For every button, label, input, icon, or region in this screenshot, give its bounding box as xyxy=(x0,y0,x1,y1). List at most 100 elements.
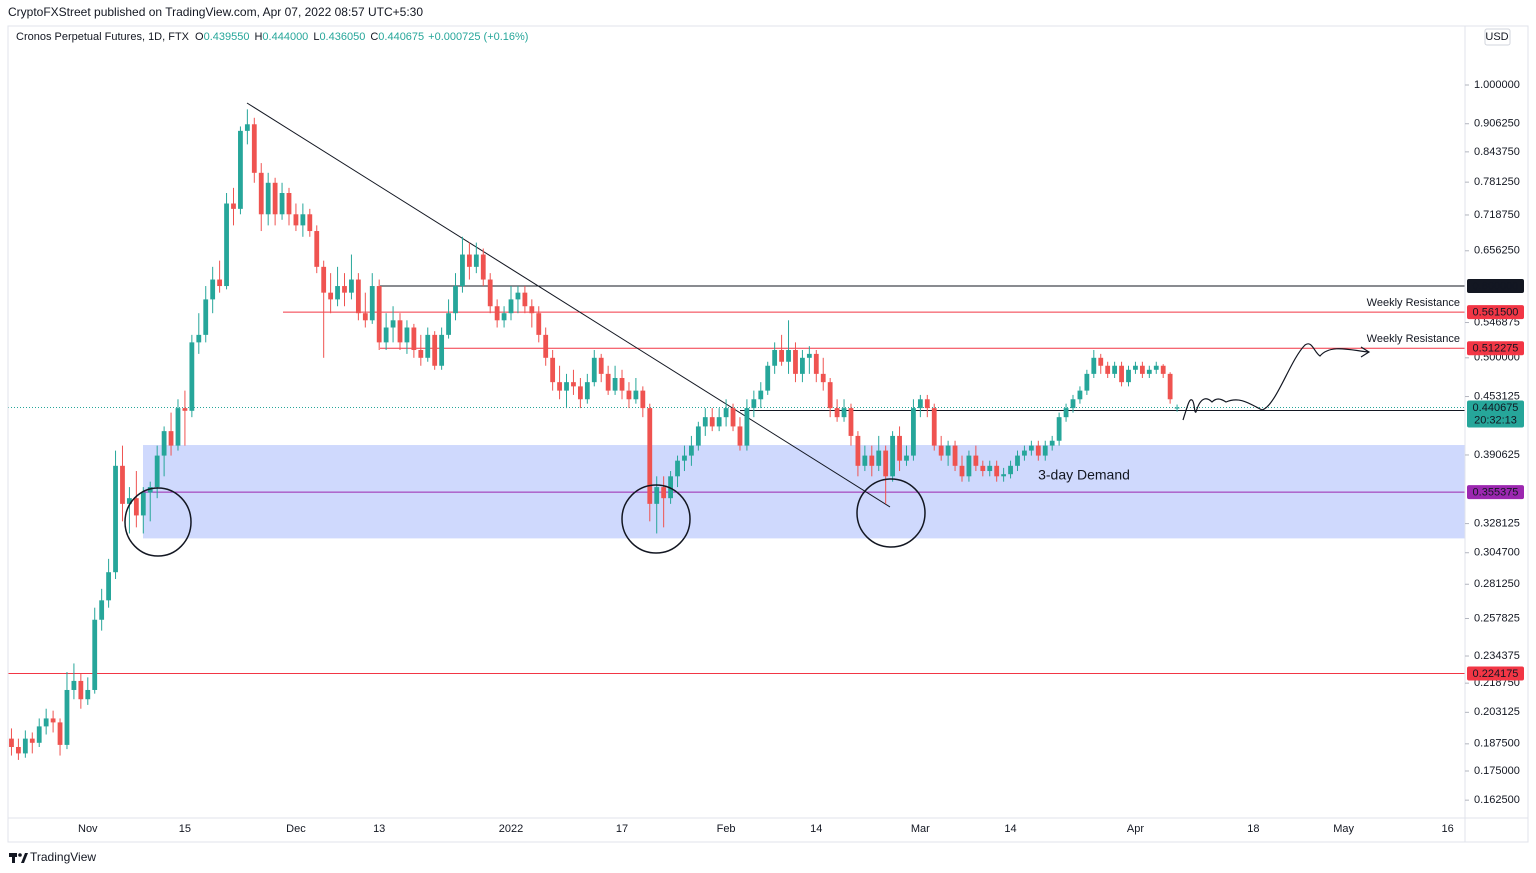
candle-body xyxy=(709,417,715,427)
symbol-title: Cronos Perpetual Futures, 1D, FTX xyxy=(16,31,190,43)
candle-body xyxy=(501,313,507,321)
candle-body xyxy=(1028,445,1034,451)
candle-body xyxy=(834,408,840,418)
candle-body xyxy=(793,350,798,374)
ohlc-key: H xyxy=(254,31,262,43)
candle-body xyxy=(605,373,611,391)
y-tick-label: 0.781250 xyxy=(1474,176,1520,188)
candle-body xyxy=(210,279,216,300)
candle-body xyxy=(1098,357,1104,366)
candle-body xyxy=(931,408,937,446)
candle-body xyxy=(120,465,125,504)
candle-body xyxy=(404,327,410,343)
candle-body xyxy=(1042,445,1048,456)
candle-body xyxy=(487,279,493,307)
candle-body xyxy=(113,465,118,573)
x-tick-label: 13 xyxy=(373,823,385,835)
ohlc-value: 0.440675 xyxy=(378,31,424,43)
candle-body xyxy=(432,334,438,366)
candle-body xyxy=(876,450,882,466)
candle-body xyxy=(952,445,958,466)
candle-body xyxy=(217,279,223,287)
candle-body xyxy=(668,476,673,499)
candle-body xyxy=(786,350,791,362)
candle-body xyxy=(1022,450,1027,456)
candle-body xyxy=(1077,390,1083,400)
candle-body xyxy=(16,747,21,754)
x-tick-label: Feb xyxy=(717,823,736,835)
candle-body xyxy=(175,408,181,446)
candle-body xyxy=(571,382,576,387)
candle-body xyxy=(9,738,14,748)
x-tick-label: 2022 xyxy=(499,823,523,835)
candle-body xyxy=(224,203,229,287)
candle-body xyxy=(820,373,826,383)
x-tick-label: 17 xyxy=(616,823,628,835)
level-layer: Weekly Resistance Weekly Resistance xyxy=(8,285,1465,675)
candle-body xyxy=(231,203,236,209)
candle-body xyxy=(106,572,112,601)
level-price-label: 0.600000 xyxy=(1473,280,1519,292)
y-tick-label: 0.203125 xyxy=(1474,706,1520,718)
candle-body xyxy=(564,382,569,391)
candle-layer xyxy=(9,109,1180,760)
level-price-box xyxy=(1467,666,1524,681)
candle-body xyxy=(182,408,188,411)
candle-body xyxy=(1084,373,1090,391)
x-tick-label: May xyxy=(1333,823,1354,835)
level-price-label: 0.561500 xyxy=(1473,307,1519,319)
candle-body xyxy=(43,718,49,727)
candle-body xyxy=(883,450,889,477)
candle-body xyxy=(689,445,694,456)
candle-body xyxy=(446,313,451,335)
candle-body xyxy=(654,487,660,504)
y-tick-label: 0.718750 xyxy=(1474,209,1520,221)
candle-body xyxy=(800,357,805,374)
candle-body xyxy=(522,292,528,307)
y-tick-label: 0.162500 xyxy=(1474,794,1520,806)
candle-body xyxy=(508,299,514,314)
forecast-path xyxy=(1182,343,1369,421)
candle-body xyxy=(238,130,243,209)
last-price-label: 0.440675 xyxy=(1473,402,1519,414)
candle-body xyxy=(959,465,965,477)
y-tick-label: 0.906250 xyxy=(1474,118,1520,130)
candle-body xyxy=(682,455,687,461)
candle-body xyxy=(411,327,417,351)
y-tick-label: 0.453125 xyxy=(1474,390,1520,402)
candle-body xyxy=(140,492,146,516)
y-tick-label: 0.328125 xyxy=(1474,517,1520,529)
candle-body xyxy=(425,334,431,358)
candle-body xyxy=(342,286,347,293)
candle-body xyxy=(869,455,875,466)
candle-body xyxy=(584,382,590,400)
ohlc-key: C xyxy=(370,31,378,43)
candle-body xyxy=(1119,365,1124,383)
candle-body xyxy=(938,445,944,456)
candle-body xyxy=(293,214,299,226)
candle-body xyxy=(730,408,736,427)
candle-body xyxy=(349,279,354,293)
ohlc-key: O xyxy=(195,31,204,43)
x-tick-label: 18 xyxy=(1247,823,1259,835)
candle-body xyxy=(203,299,209,335)
logo-part xyxy=(18,853,22,857)
y-tick-label: 0.656250 xyxy=(1474,245,1520,257)
candle-body xyxy=(945,445,951,456)
y-tick-label: 0.187500 xyxy=(1474,738,1520,750)
candle-body xyxy=(924,399,930,409)
candle-body xyxy=(494,306,500,321)
x-tick-label: Nov xyxy=(78,823,98,835)
ohlc-value: 0.436050 xyxy=(319,31,365,43)
candle-body xyxy=(272,182,278,215)
candle-body xyxy=(904,455,909,461)
candle-body xyxy=(265,182,271,215)
candle-body xyxy=(966,455,972,477)
x-tick-label: Dec xyxy=(286,823,306,835)
candle-body xyxy=(1063,408,1069,418)
candle-body xyxy=(286,193,292,215)
candle-body xyxy=(695,426,701,446)
candle-body xyxy=(897,435,902,461)
candle-body xyxy=(1112,365,1118,374)
